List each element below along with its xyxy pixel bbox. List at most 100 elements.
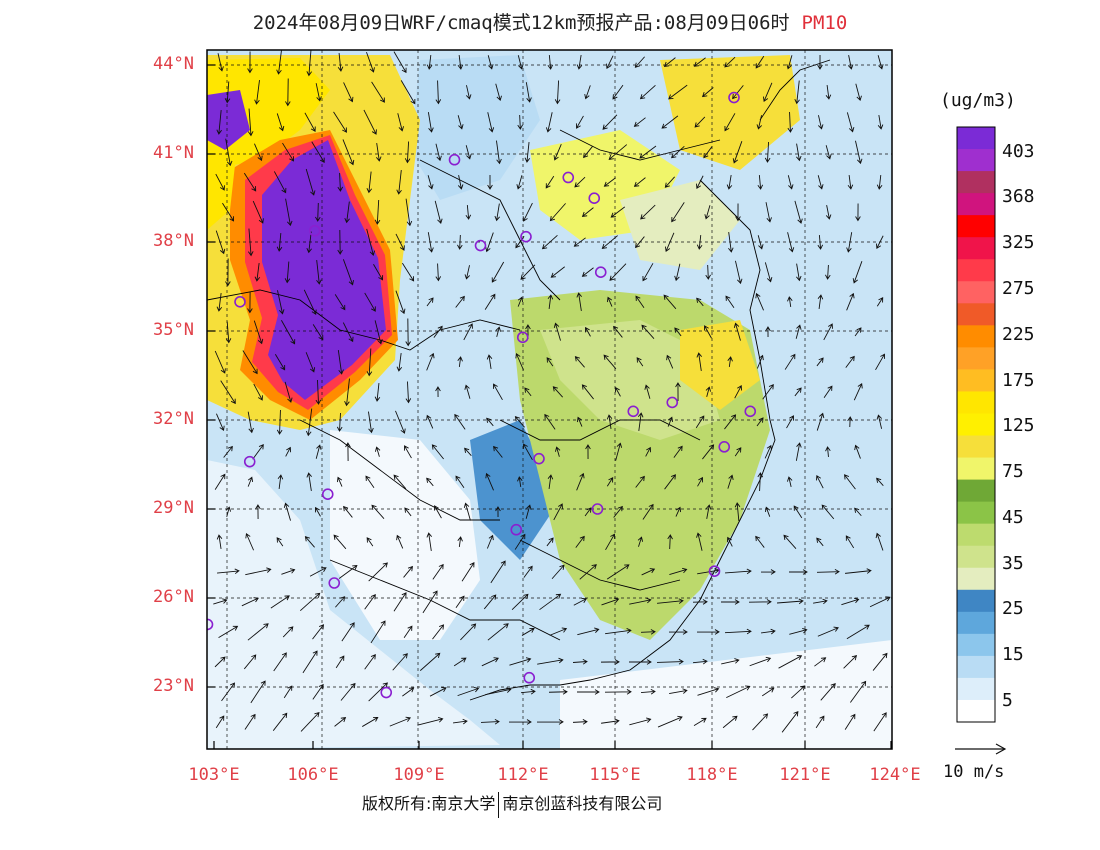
wind-vector-arrow: [727, 474, 734, 489]
wind-vector-arrow: [545, 175, 555, 189]
wind-vector-arrow: [817, 54, 823, 70]
latitude-label: 26°N: [153, 587, 194, 607]
wind-vector-arrow: [276, 232, 283, 252]
wind-vector-arrow: [669, 688, 688, 695]
wind-vector-arrow: [435, 80, 442, 105]
wind-vector-arrow: [629, 717, 652, 726]
wind-vector-arrow: [724, 628, 752, 635]
wind-vector-arrow: [335, 596, 346, 608]
wind-vector-arrow: [516, 175, 523, 190]
wind-vector-arrow: [435, 143, 442, 162]
wind-vector-arrow: [277, 474, 284, 490]
map-title: 2024年08月09日WRF/cmaq模式12km预报产品:08月09日06时 P…: [0, 8, 1100, 35]
wind-vector-arrow: [602, 114, 618, 130]
wind-vector-arrow: [615, 442, 623, 461]
wind-vector-arrow: [342, 322, 354, 343]
wind-vector-arrow: [726, 536, 733, 547]
wind-vector-arrow: [705, 264, 711, 280]
wind-vector-arrow: [764, 141, 771, 163]
wind-vector-arrow: [300, 711, 320, 732]
wind-vector-arrow: [609, 263, 627, 281]
wind-vector-arrow: [644, 384, 651, 399]
wind-vector-arrow: [215, 173, 225, 191]
monitoring-station-marker: [474, 239, 487, 252]
wind-vector-arrow: [675, 506, 682, 517]
wind-vector-arrow: [405, 381, 412, 404]
wind-vector-arrow: [877, 55, 884, 70]
legend-color-swatch: [957, 127, 995, 150]
wind-vector-arrow: [223, 445, 233, 458]
wind-vector-arrow: [365, 475, 375, 489]
wind-vector-arrow: [343, 505, 353, 518]
wind-vector-arrow: [796, 143, 802, 162]
wind-vector-arrow: [734, 502, 741, 522]
wind-vector-arrow: [855, 203, 861, 222]
legend-color-swatch: [957, 413, 995, 437]
wind-vector-arrow: [217, 53, 224, 72]
wind-vector-arrow: [794, 80, 800, 105]
south-sea-clean-area: [560, 640, 892, 749]
wind-vector-arrow: [605, 628, 632, 635]
province-boundary: [299, 419, 500, 521]
wind-vector-arrow: [524, 142, 531, 163]
wind-vector-arrow: [575, 535, 585, 548]
wind-vector-arrow: [573, 237, 586, 247]
wind-vector-arrow: [604, 689, 632, 695]
wind-vector-arrow: [703, 146, 713, 159]
wind-vector-arrow: [220, 380, 236, 405]
wind-vector-arrow: [825, 446, 831, 458]
wind-vector-arrow: [305, 168, 316, 196]
wind-vector-arrow: [273, 171, 287, 194]
wind-vector-arrow: [221, 682, 236, 702]
wind-vector-arrow: [395, 233, 405, 251]
wind-vector-arrow: [370, 620, 386, 644]
wind-vector-arrow: [579, 564, 597, 580]
wind-vector-arrow: [725, 295, 735, 309]
wind-vector-arrow: [657, 598, 684, 604]
monitoring-station-marker: [520, 230, 532, 243]
wind-vector-arrow: [460, 623, 477, 641]
wind-vector-arrow: [547, 54, 554, 70]
wind-vector-arrow: [720, 599, 740, 605]
wind-vector-arrow: [724, 414, 737, 430]
wind-vector-arrow: [403, 565, 413, 578]
wind-vector-arrow: [255, 504, 261, 520]
wind-vector-arrow: [757, 174, 764, 190]
legend-color-swatch: [957, 611, 995, 635]
wind-vector-arrow: [304, 536, 315, 548]
wind-reference-arrow: [955, 743, 1007, 755]
wind-vector-arrow: [755, 535, 765, 548]
wind-vector-arrow: [283, 685, 293, 699]
monitoring-station-marker: [627, 405, 640, 418]
wind-vector-arrow: [786, 415, 795, 429]
wind-vector-arrow: [825, 145, 832, 160]
wind-vector-arrow: [628, 659, 652, 665]
wind-vector-arrow: [244, 713, 256, 730]
wind-vector-arrow: [757, 235, 764, 250]
wind-vector-arrow: [855, 83, 862, 102]
wind-vector-arrow: [309, 567, 327, 577]
legend-color-swatch: [957, 149, 995, 172]
wind-vector-arrow: [515, 352, 525, 371]
wind-vector-arrow: [752, 713, 769, 731]
wind-vector-arrow: [552, 386, 563, 398]
legend-color-swatch: [957, 303, 995, 326]
wind-vector-arrow: [429, 687, 447, 697]
map-field-layer: [207, 50, 892, 749]
wind-vector-arrow: [847, 416, 853, 428]
wind-vector-arrow: [216, 413, 225, 432]
axis-ticks: [207, 64, 892, 749]
wind-vector-arrow: [639, 84, 656, 100]
wind-vector-arrow: [283, 502, 291, 521]
wind-vector-arrow: [433, 505, 442, 519]
wind-vector-arrow: [796, 263, 802, 282]
legend-color-swatch: [957, 457, 995, 481]
wind-vector-arrow: [553, 503, 563, 521]
province-boundary: [559, 129, 721, 161]
northwest-strong-yellow: [207, 58, 330, 170]
wind-vector-arrow: [692, 658, 708, 665]
southwest-clean-area: [207, 460, 500, 749]
wind-vector-arrow: [641, 568, 656, 576]
wind-vector-arrow: [666, 354, 674, 369]
wind-vector-arrow: [455, 595, 465, 608]
